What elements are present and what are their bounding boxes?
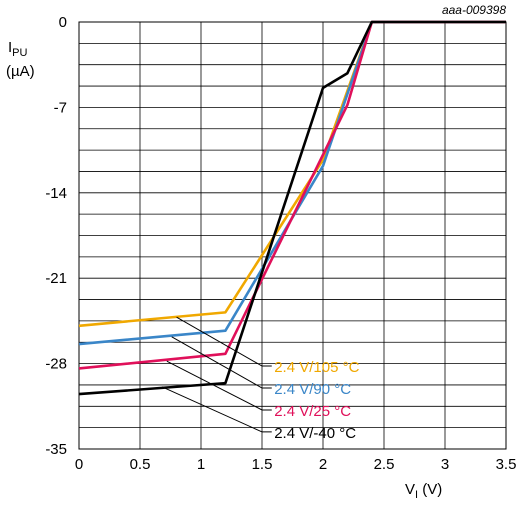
series-label: 2.4 V/90 °C [274, 381, 351, 398]
x-tick-label: 1 [197, 456, 205, 473]
x-axis-label: VI (V) [405, 481, 442, 501]
y-tick-labels: 0 -7 -14 -21 -28 -35 [45, 14, 67, 458]
leader-line [176, 316, 272, 367]
x-tick-label: 3 [441, 456, 449, 473]
plot-frame [78, 21, 507, 450]
y-tick-label: -21 [45, 270, 67, 287]
series-lines [78, 20, 506, 396]
series-label: 2.4 V/25 °C [274, 403, 351, 420]
series-line [78, 20, 506, 328]
x-tick-label: 2 [319, 456, 327, 473]
x-tick-label: 1.5 [252, 456, 273, 473]
x-tick-labels: 0 0.5 1 1.5 2 2.5 3 3.5 [75, 456, 517, 473]
y-tick-label: -7 [54, 99, 67, 116]
series-label: 2.4 V/105 °C [274, 359, 359, 376]
y-tick-label: -28 [45, 356, 67, 373]
leader-line [166, 360, 272, 411]
figure-reference: aaa-009398 [442, 3, 506, 17]
x-tick-label: 0 [75, 456, 83, 473]
series-line [78, 20, 506, 370]
x-tick-label: 2.5 [374, 456, 395, 473]
y-tick-label: -14 [45, 185, 67, 202]
series-label: 2.4 V/-40 °C [274, 425, 356, 442]
series-labels: 2.4 V/105 °C 2.4 V/90 °C 2.4 V/25 °C 2.4 V/… [161, 316, 360, 442]
y-tick-label: -35 [45, 441, 67, 458]
y-axis-label: IPU (µA) [6, 39, 35, 80]
leader-line [171, 336, 272, 389]
y-tick-label: 0 [59, 14, 67, 31]
series-line [78, 20, 506, 396]
x-tick-label: 0.5 [130, 456, 151, 473]
y-axis-title: IPU [8, 39, 28, 59]
leader-line [161, 386, 272, 433]
grid [79, 22, 506, 449]
x-tick-label: 3.5 [496, 456, 517, 473]
y-axis-unit: (µA) [6, 63, 35, 80]
